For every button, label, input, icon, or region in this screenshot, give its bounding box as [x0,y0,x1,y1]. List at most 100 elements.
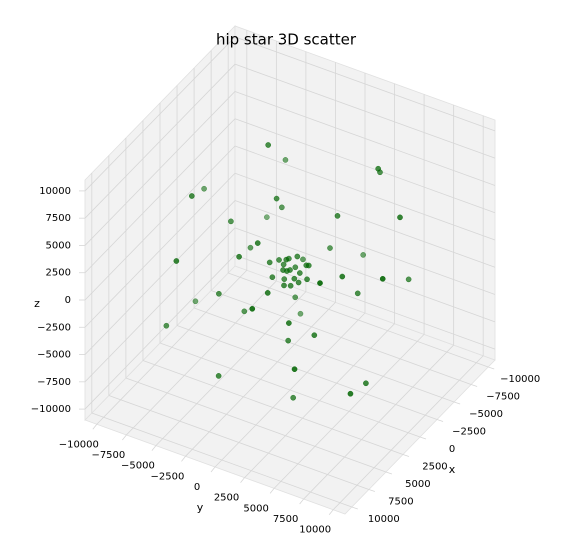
tick-mark [92,424,98,430]
grid-line [84,227,236,383]
z-tick-label: −7500 [37,377,71,388]
tick-mark [299,498,304,505]
grid-line [84,254,236,410]
point [327,245,333,251]
tick-mark [240,477,245,483]
tick-mark [385,471,393,475]
point [273,195,280,202]
point [297,310,304,317]
point [291,275,298,282]
point [241,308,248,315]
point [216,290,222,297]
point [188,193,195,199]
x-tick-label: −2500 [452,427,486,438]
x-tick-label: −5000 [469,409,503,420]
z-tick-label: 7500 [46,213,71,224]
point [266,259,273,266]
tick-mark [488,366,495,370]
point [269,274,276,281]
point [264,290,271,296]
grid-line [84,36,236,192]
point [236,253,242,260]
point [283,256,290,263]
x-tick-label: 5000 [405,479,430,490]
y-axis-label: y [197,501,204,514]
point [360,252,367,258]
tick-mark [269,488,275,494]
tick-mark [471,384,478,387]
point [375,165,382,172]
tick-mark [122,434,127,441]
grid-line [185,302,336,457]
point [276,257,282,263]
grid-line [84,118,236,274]
point [311,332,318,339]
point [263,214,270,221]
grid-line [234,172,496,268]
tick-mark [368,489,375,492]
point [247,244,254,251]
point [284,268,290,274]
point [305,262,312,269]
grid-line [84,145,236,301]
point [281,276,288,282]
y-tick-label: 2500 [214,493,239,504]
grid-line [273,334,425,489]
point [285,337,292,344]
y-tick-label: −7500 [91,450,125,461]
point [201,185,207,192]
z-tick-label: 2500 [46,268,71,279]
grid-line [234,91,496,186]
tick-mark [210,466,216,473]
z-tick-label: −10000 [31,404,71,415]
point [290,394,297,401]
point [249,305,256,312]
point [295,279,302,286]
grid-line [234,36,496,132]
point [300,256,306,263]
x-tick-label: 7500 [388,497,413,508]
grid-line [234,118,496,214]
point [363,380,369,387]
z-tick-label: 10000 [39,186,71,197]
point [287,282,294,289]
point [292,264,299,271]
z-tick-label: 5000 [46,240,71,251]
point [334,213,341,219]
point [291,366,298,373]
point [294,253,301,260]
y-tick-label: −2500 [151,471,185,482]
point [281,282,287,289]
tick-mark [328,509,334,515]
point [228,218,234,225]
point [405,276,412,283]
grid-line [234,254,496,350]
point [379,275,386,282]
grid-line [234,145,496,241]
x-tick-label: −7500 [486,392,520,403]
y-tick-label: 7500 [273,514,298,525]
point [163,322,170,329]
y-tick-label: −5000 [121,461,155,472]
grid-line [234,200,496,295]
z-tick-label: −5000 [37,350,71,361]
point [280,261,287,268]
tick-mark [151,445,157,451]
point [254,240,261,246]
x-tick-label: 0 [449,444,455,455]
y-tick-label: 10000 [299,525,331,536]
grid-line [234,63,496,159]
tick-mark [402,454,410,457]
tick-mark [453,401,461,405]
x-tick-label: −10000 [500,374,540,385]
grid-line [84,172,236,328]
point [397,214,403,221]
grid-line [84,91,236,246]
tick-mark [436,419,444,422]
grid-line [332,355,484,511]
x-axis-label: x [449,463,456,476]
grid-line [244,323,395,478]
z-axis-label: z [34,297,40,310]
